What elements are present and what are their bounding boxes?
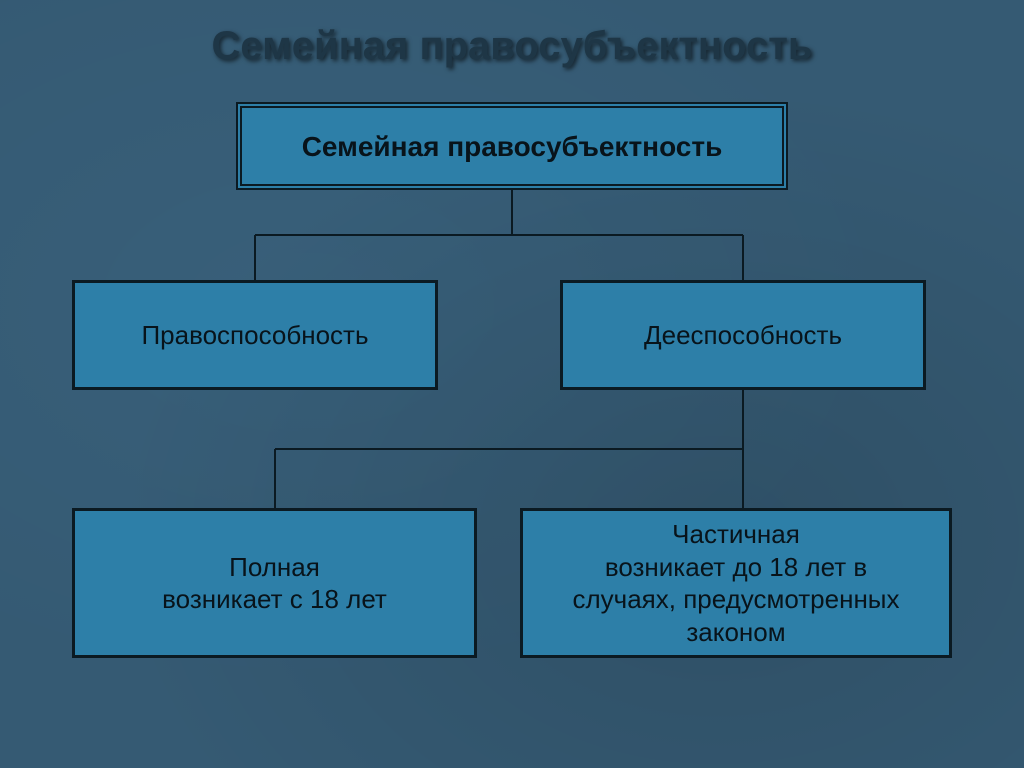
node-bottom-right-label: Частичная возникает до 18 лет в случаях,… [562,512,909,654]
node-root-label: Семейная правосубъектность [292,123,733,170]
node-bottom-left-label: Полная возникает с 18 лет [152,545,397,622]
node-right1-label: Дееспособность [634,313,852,358]
slide-title: Семейная правосубъектность [0,24,1024,69]
node-left1: Правоспособность [72,280,438,390]
node-left1-label: Правоспособность [131,313,378,358]
node-bottom-right: Частичная возникает до 18 лет в случаях,… [520,508,952,658]
node-root: Семейная правосубъектность [236,102,788,190]
node-bottom-left: Полная возникает с 18 лет [72,508,477,658]
node-right1: Дееспособность [560,280,926,390]
slide: Семейная правосубъектность Семейная прав… [0,0,1024,768]
